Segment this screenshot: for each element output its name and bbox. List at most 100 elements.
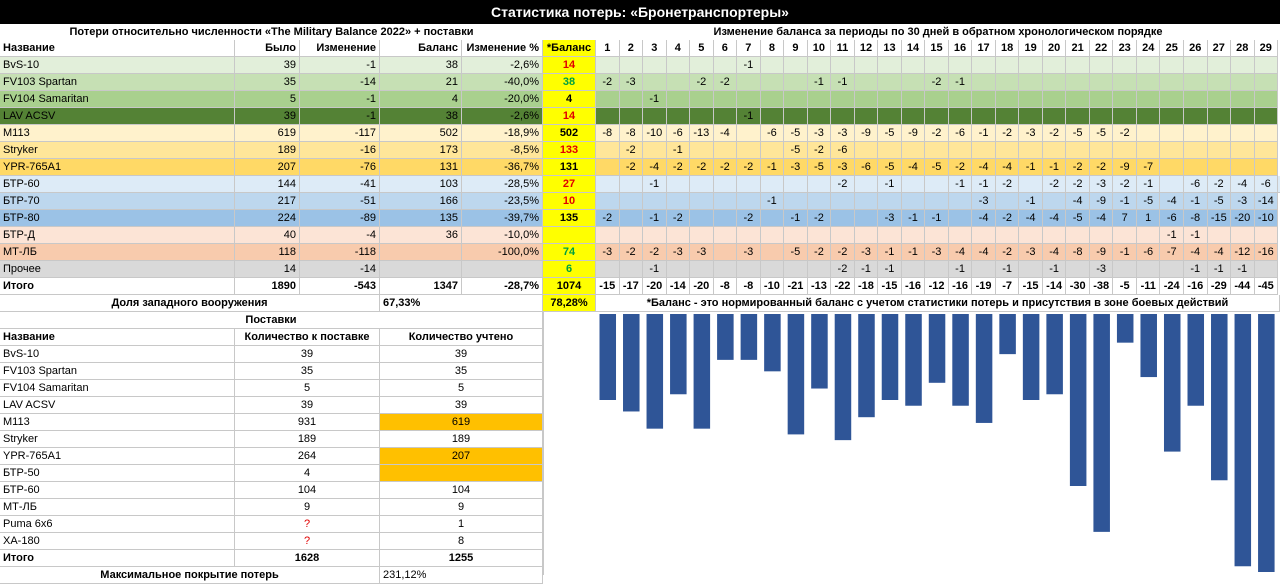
period-value [1019, 91, 1043, 108]
period-value [878, 57, 902, 74]
period-value: -2 [619, 159, 644, 176]
period-value [807, 227, 832, 244]
period-value [1136, 108, 1161, 125]
period-value [831, 91, 855, 108]
bar-period-22 [1093, 314, 1110, 532]
row-was: 14 [235, 261, 300, 278]
deliveries-column-header: Название [0, 329, 235, 346]
period-value [1019, 108, 1043, 125]
delivery-name: БТР-50 [0, 465, 235, 482]
period-value [1254, 142, 1279, 159]
row-name: YPR-765A1 [0, 159, 235, 176]
period-value [1184, 159, 1208, 176]
period-value: -1 [1184, 261, 1208, 278]
period-value: -1 [1160, 227, 1184, 244]
period-value [1207, 142, 1232, 159]
period-value: -3 [666, 244, 691, 261]
period-value [1231, 74, 1255, 91]
period-value: -15 [1207, 210, 1232, 227]
period-value [1207, 125, 1232, 142]
row-name: M113 [0, 125, 235, 142]
total-period-value: -38 [1089, 278, 1114, 295]
period-value [901, 91, 926, 108]
period-value [1184, 74, 1208, 91]
period-value [901, 227, 926, 244]
period-value: -4 [1089, 210, 1114, 227]
total-period-value: -21 [784, 278, 808, 295]
row-balance: 38 [380, 108, 462, 125]
period-value: -2 [690, 74, 714, 91]
period-value [1254, 125, 1279, 142]
period-value: -5 [925, 159, 949, 176]
period-value: -1 [1184, 227, 1208, 244]
row-balance: 131 [380, 159, 462, 176]
total-period-value: -29 [1207, 278, 1232, 295]
period-value [1113, 261, 1137, 278]
period-value [878, 74, 902, 91]
delivery-name: Puma 6x6 [0, 516, 235, 533]
period-value [972, 227, 996, 244]
total-period-value: -24 [1160, 278, 1184, 295]
period-value [878, 142, 902, 159]
period-value: -2 [666, 159, 691, 176]
delivery-name: БТР-60 [0, 482, 235, 499]
period-value: -2 [619, 142, 644, 159]
period-value: -1 [1207, 261, 1232, 278]
period-value: -3 [807, 125, 832, 142]
row-was: 35 [235, 74, 300, 91]
period-value: -3 [972, 193, 996, 210]
row-was: 207 [235, 159, 300, 176]
period-value: -2 [1042, 125, 1067, 142]
period-value [619, 193, 644, 210]
row-normalized-balance: 6 [543, 261, 596, 278]
period-value: -5 [1278, 176, 1280, 193]
period-value [596, 108, 620, 125]
period-value [1231, 227, 1255, 244]
bar-period-10 [811, 314, 828, 389]
period-value: -4 [1066, 193, 1090, 210]
period-value: -2 [831, 261, 855, 278]
period-value [1254, 108, 1279, 125]
period-value [1160, 176, 1184, 193]
column-header: Баланс [380, 40, 462, 57]
total-pct: -28,7% [462, 278, 543, 295]
period-value [925, 261, 949, 278]
period-value [1019, 57, 1043, 74]
bar-period-5 [693, 314, 711, 429]
period-value [995, 193, 1020, 210]
period-value [690, 210, 714, 227]
period-value [925, 193, 949, 210]
delivery-counted: 35 [380, 363, 543, 380]
period-value [737, 74, 761, 91]
period-header: 27 [1207, 40, 1232, 57]
period-value [737, 91, 761, 108]
period-value [643, 142, 667, 159]
period-value: -2 [596, 74, 620, 91]
period-value: -2 [807, 142, 832, 159]
total-period-value: -15 [596, 278, 620, 295]
period-value [831, 227, 855, 244]
bar-period-11 [834, 314, 852, 441]
bar-period-6 [717, 314, 734, 360]
period-value: -2 [737, 159, 761, 176]
page-title: Статистика потерь: «Бронетранспортеры» [0, 0, 1280, 24]
row-was: 40 [235, 227, 300, 244]
delivery-counted: 5 [380, 380, 543, 397]
delivery-qty: 35 [235, 363, 380, 380]
bar-period-19 [1022, 314, 1040, 400]
period-value [713, 176, 738, 193]
period-header: 11 [831, 40, 855, 57]
period-value [760, 91, 785, 108]
row-change: -118 [300, 244, 380, 261]
row-change: -1 [300, 108, 380, 125]
period-value [925, 227, 949, 244]
period-value [666, 176, 691, 193]
total-period-value: -14 [1042, 278, 1067, 295]
period-value [643, 193, 667, 210]
period-value: -3 [854, 244, 879, 261]
western-share-label: Доля западного вооружения [0, 295, 380, 312]
deliveries-column-header: Количество к поставке [235, 329, 380, 346]
period-value [925, 57, 949, 74]
period-value [737, 125, 761, 142]
period-value [1160, 125, 1184, 142]
